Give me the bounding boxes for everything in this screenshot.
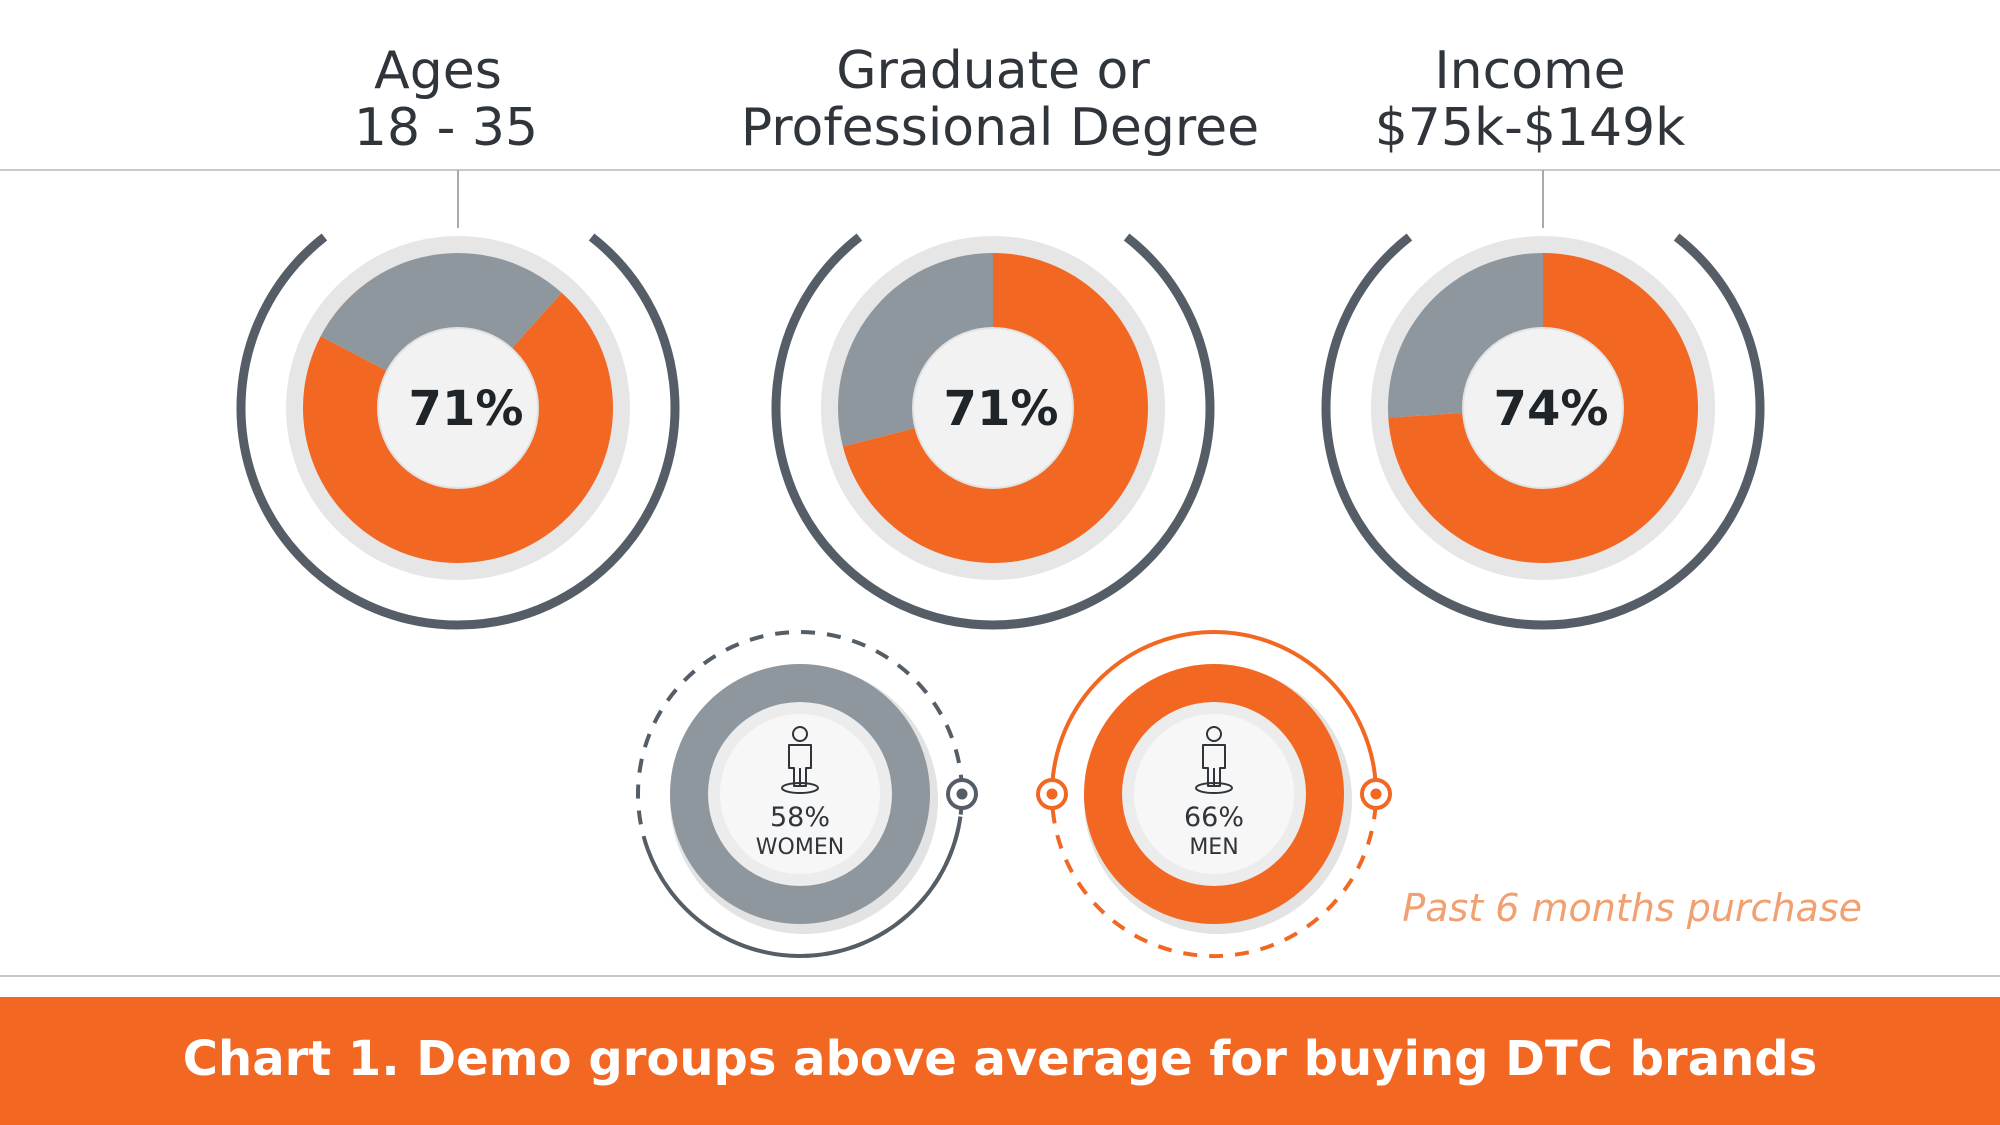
outer-arc (236, 233, 680, 630)
gender-women: 58% WOMEN (636, 630, 978, 958)
donut-value-label: 71% (409, 381, 524, 437)
outer-arc-solid (1050, 630, 1378, 789)
outer-arc-dashed (636, 630, 964, 958)
header-income-line-2: $75k-$149k (1375, 98, 1686, 158)
header-ages: Ages 18 - 35 (354, 41, 538, 158)
header-income-line-1: Income (1434, 41, 1625, 101)
header-degree: Graduate or Professional Degree (741, 41, 1259, 158)
gender-label: WOMEN (756, 835, 844, 860)
gender-men: 66% MEN (1036, 630, 1392, 959)
gender-value-label: 66% (1184, 802, 1244, 833)
donut-ages: 71% (236, 233, 680, 630)
banner-title: Chart 1. Demo groups above average for b… (183, 1031, 1817, 1087)
donut-value-label: 74% (1494, 381, 1609, 437)
outer-arc (771, 233, 1215, 630)
person-icon (1195, 726, 1233, 794)
arc-endpoint-markers (1036, 778, 1392, 810)
note-text: Past 6 months purchase (1402, 886, 1862, 930)
outer-arc (1321, 233, 1765, 630)
gender-label: MEN (1189, 835, 1238, 860)
header-ages-line-1: Ages (374, 41, 502, 101)
donut-hole (1462, 327, 1624, 489)
donut-value-label: 71% (944, 381, 1059, 437)
donut-hole (912, 327, 1074, 489)
header-income: Income $75k-$149k (1375, 41, 1686, 158)
donut-degree: 71% (771, 233, 1215, 630)
donut-hole (377, 327, 539, 489)
person-icon (781, 726, 819, 794)
donut-income: 74% (1321, 233, 1765, 630)
header-ages-line-2: 18 - 35 (354, 98, 538, 158)
header-degree-line-1: Graduate or (836, 41, 1150, 101)
header-degree-line-2: Professional Degree (741, 98, 1259, 158)
outer-arc-dashed (1050, 805, 1378, 959)
banner (0, 997, 2000, 1125)
gender-value-label: 58% (770, 802, 830, 833)
arc-endpoint-markers (946, 778, 978, 810)
